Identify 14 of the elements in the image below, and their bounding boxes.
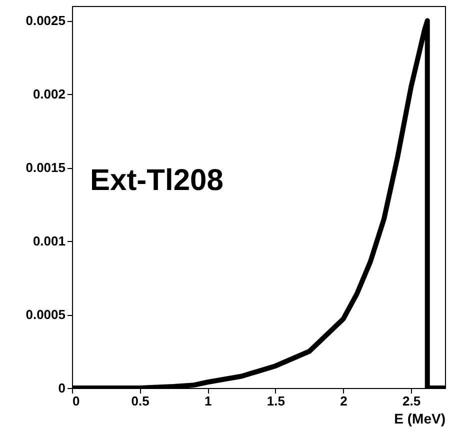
x-tick-label: 2 bbox=[340, 394, 348, 408]
y-tick-label: 0.0015 bbox=[26, 160, 66, 176]
y-tick-label: 0.002 bbox=[32, 86, 66, 102]
y-tick-label: 0.0025 bbox=[26, 13, 66, 28]
y-tick-label: 0 bbox=[58, 380, 66, 396]
x-axis-title: E (MeV) bbox=[394, 410, 446, 426]
annotation: Ext-Tl208 bbox=[90, 164, 224, 197]
y-tick-label: 0.001 bbox=[32, 234, 66, 249]
x-tick-label: 0 bbox=[72, 394, 80, 408]
x-tick-label: 2.5 bbox=[402, 394, 421, 408]
x-tick-label: 1.5 bbox=[266, 394, 285, 408]
x-tick-label: 0.5 bbox=[131, 394, 150, 408]
y-tick-label: 0.0005 bbox=[26, 307, 66, 322]
x-tick-label: 1 bbox=[204, 394, 212, 408]
